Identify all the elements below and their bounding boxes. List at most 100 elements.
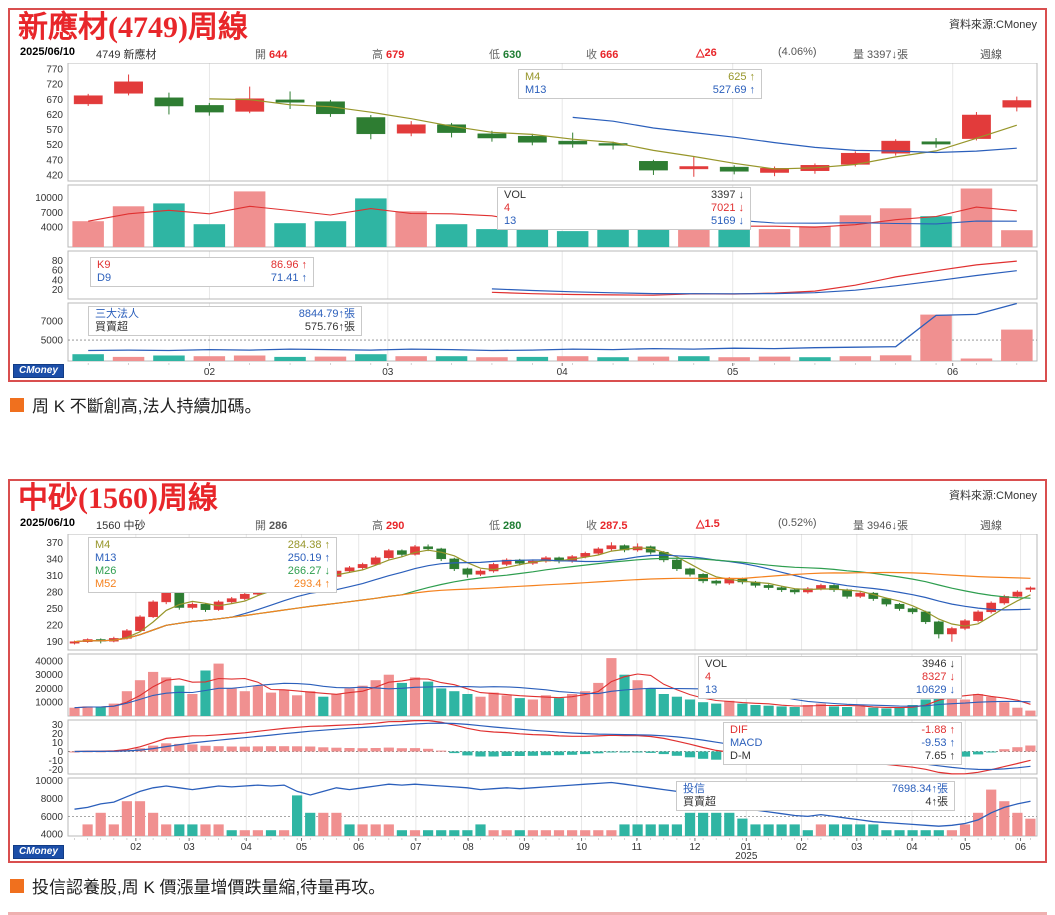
- legend-row: VOL 3946 ↓: [705, 658, 955, 670]
- svg-text:770: 770: [46, 65, 63, 76]
- svg-text:340: 340: [46, 554, 63, 565]
- card-1-header: 新應材(4749)周線 資料來源:CMoney: [10, 10, 1045, 45]
- svg-text:370: 370: [46, 538, 63, 549]
- caption-2: 投信認養股,周 K 價漲量增價跌量縮,待量再攻。: [10, 873, 1045, 898]
- svg-text:03: 03: [184, 842, 196, 853]
- quote-change-pct: (0.52%): [778, 517, 817, 529]
- quote-volume: 量 3397↓張: [853, 49, 908, 61]
- data-source-label-2: 資料來源:CMoney: [948, 490, 1037, 502]
- quote-change-pct: (4.06%): [778, 46, 817, 58]
- chart-2-title: 中砂(1560)周線: [18, 482, 218, 515]
- third-legend: DIF -1.88 ↑ MACD -9.53 ↑ D-M 7.65 ↑: [723, 722, 962, 765]
- svg-text:60: 60: [52, 266, 64, 277]
- legend-row: 4 8327 ↓: [705, 671, 955, 683]
- period-selector[interactable]: 週線: [980, 520, 1002, 532]
- legend-row: VOL 3397 ↓: [504, 189, 744, 201]
- quote-close: 收 287.5: [586, 520, 628, 532]
- svg-text:04: 04: [241, 842, 253, 853]
- svg-text:06: 06: [947, 367, 959, 378]
- quote-date: 2025/06/10: [20, 517, 76, 529]
- quote-symbol: 4749 新應材: [96, 49, 157, 61]
- quote-volume: 量 3946↓張: [853, 520, 908, 532]
- quote-low: 低 280: [489, 520, 522, 532]
- svg-text:04: 04: [557, 367, 569, 378]
- svg-text:30000: 30000: [35, 670, 63, 681]
- legend-row: 買賣超 4↑張: [683, 796, 948, 808]
- period-selector[interactable]: 週線: [980, 49, 1002, 61]
- svg-text:05: 05: [960, 842, 972, 853]
- svg-text:12: 12: [689, 842, 701, 853]
- svg-text:570: 570: [46, 125, 63, 136]
- chart-canvas-2[interactable]: 370 340 310 280 250 220 190 40000 30000 20000 1000…: [10, 533, 1045, 862]
- svg-text:40: 40: [52, 275, 64, 286]
- legend-row: M4 625 ↑: [525, 71, 755, 83]
- svg-text:40000: 40000: [35, 656, 63, 667]
- svg-text:05: 05: [296, 842, 308, 853]
- svg-text:670: 670: [46, 95, 63, 106]
- svg-text:4000: 4000: [41, 223, 64, 234]
- legend-row: M4 284.38 ↑: [95, 539, 330, 551]
- svg-text:520: 520: [46, 140, 63, 151]
- quote-low: 低 630: [489, 49, 522, 61]
- cmoney-logo-1: CMoney: [13, 364, 64, 378]
- legend-row: M52 293.4 ↑: [95, 578, 330, 590]
- svg-text:10000: 10000: [35, 698, 63, 709]
- svg-text:20: 20: [52, 729, 64, 740]
- svg-text:250: 250: [46, 604, 63, 615]
- svg-text:-10: -10: [49, 756, 64, 767]
- vol-legend: VOL 3946 ↓ 4 8327 ↓ 13 10629 ↓: [698, 656, 962, 699]
- svg-text:05: 05: [727, 367, 739, 378]
- svg-text:30: 30: [52, 720, 64, 731]
- card-2-header: 中砂(1560)周線 資料來源:CMoney: [10, 481, 1045, 516]
- svg-text:0: 0: [57, 747, 63, 758]
- svg-text:07: 07: [410, 842, 422, 853]
- legend-row: MACD -9.53 ↑: [730, 737, 955, 749]
- svg-text:20000: 20000: [35, 684, 63, 695]
- svg-text:310: 310: [46, 571, 63, 582]
- legend-row: K9 86.96 ↑: [97, 259, 307, 271]
- svg-text:280: 280: [46, 588, 63, 599]
- quote-symbol: 1560 中砂: [96, 520, 146, 532]
- svg-text:5000: 5000: [41, 336, 64, 347]
- quote-info-row-1: 2025/06/10 4749 新應材 開 644 高 679 低 630 收 666 …: [10, 46, 1045, 61]
- legend-row: 買賣超 575.76↑張: [95, 321, 355, 333]
- legend-row: D-M 7.65 ↑: [730, 750, 955, 762]
- svg-text:10: 10: [52, 738, 64, 749]
- caption-1-text: 周 K 不斷創高,法人持續加碼。: [32, 397, 262, 416]
- svg-text:06: 06: [353, 842, 365, 853]
- svg-text:-20: -20: [49, 765, 64, 776]
- svg-text:10000: 10000: [35, 776, 63, 787]
- legend-row: 13 5169 ↓: [504, 215, 744, 227]
- svg-text:10000: 10000: [35, 193, 63, 204]
- svg-text:470: 470: [46, 155, 63, 166]
- svg-text:06: 06: [1015, 842, 1027, 853]
- legend-row: DIF -1.88 ↑: [730, 724, 955, 736]
- quote-info-row-2: 2025/06/10 1560 中砂 開 286 高 290 低 280 收 287.5…: [10, 517, 1045, 532]
- legend-row: M13 250.19 ↑: [95, 552, 330, 564]
- chart-canvas-1[interactable]: 770 720 670 620 570 520 470 420 10000 7000 4000 80 6…: [10, 62, 1045, 379]
- legend-row: M13 527.69 ↑: [525, 84, 755, 96]
- chart-svg: 770 720 670 620 570 520 470 420 10000 7000 4000 806…: [35, 62, 1038, 378]
- svg-text:220: 220: [46, 621, 63, 632]
- svg-text:02: 02: [204, 367, 216, 378]
- svg-text:08: 08: [463, 842, 475, 853]
- legend-row: 13 10629 ↓: [705, 684, 955, 696]
- cmoney-logo-2: CMoney: [13, 845, 64, 859]
- svg-text:80: 80: [52, 256, 64, 267]
- svg-text:620: 620: [46, 110, 63, 121]
- legend-row: D9 71.41 ↑: [97, 272, 307, 284]
- svg-text:03: 03: [851, 842, 863, 853]
- svg-text:04: 04: [906, 842, 918, 853]
- stock-chart-card-1: 新應材(4749)周線 資料來源:CMoney 2025/06/10 4749 …: [8, 8, 1047, 382]
- quote-open: 開 644: [255, 49, 288, 61]
- fourth-legend: 三大法人 8844.79↑張 買賣超 575.76↑張: [88, 306, 362, 336]
- caption-2-text: 投信認養股,周 K 價漲量增價跌量縮,待量再攻。: [32, 878, 386, 897]
- vol-legend: VOL 3397 ↓ 4 7021 ↓ 13 5169 ↓: [497, 187, 751, 230]
- caption-bullet-icon: [10, 397, 24, 412]
- svg-text:03: 03: [382, 367, 394, 378]
- stock-chart-card-2: 中砂(1560)周線 資料來源:CMoney 2025/06/10 1560 中…: [8, 479, 1047, 863]
- svg-text:01: 01: [741, 842, 753, 853]
- svg-text:10: 10: [576, 842, 588, 853]
- svg-text:4000: 4000: [41, 830, 64, 841]
- svg-text:11: 11: [632, 842, 643, 853]
